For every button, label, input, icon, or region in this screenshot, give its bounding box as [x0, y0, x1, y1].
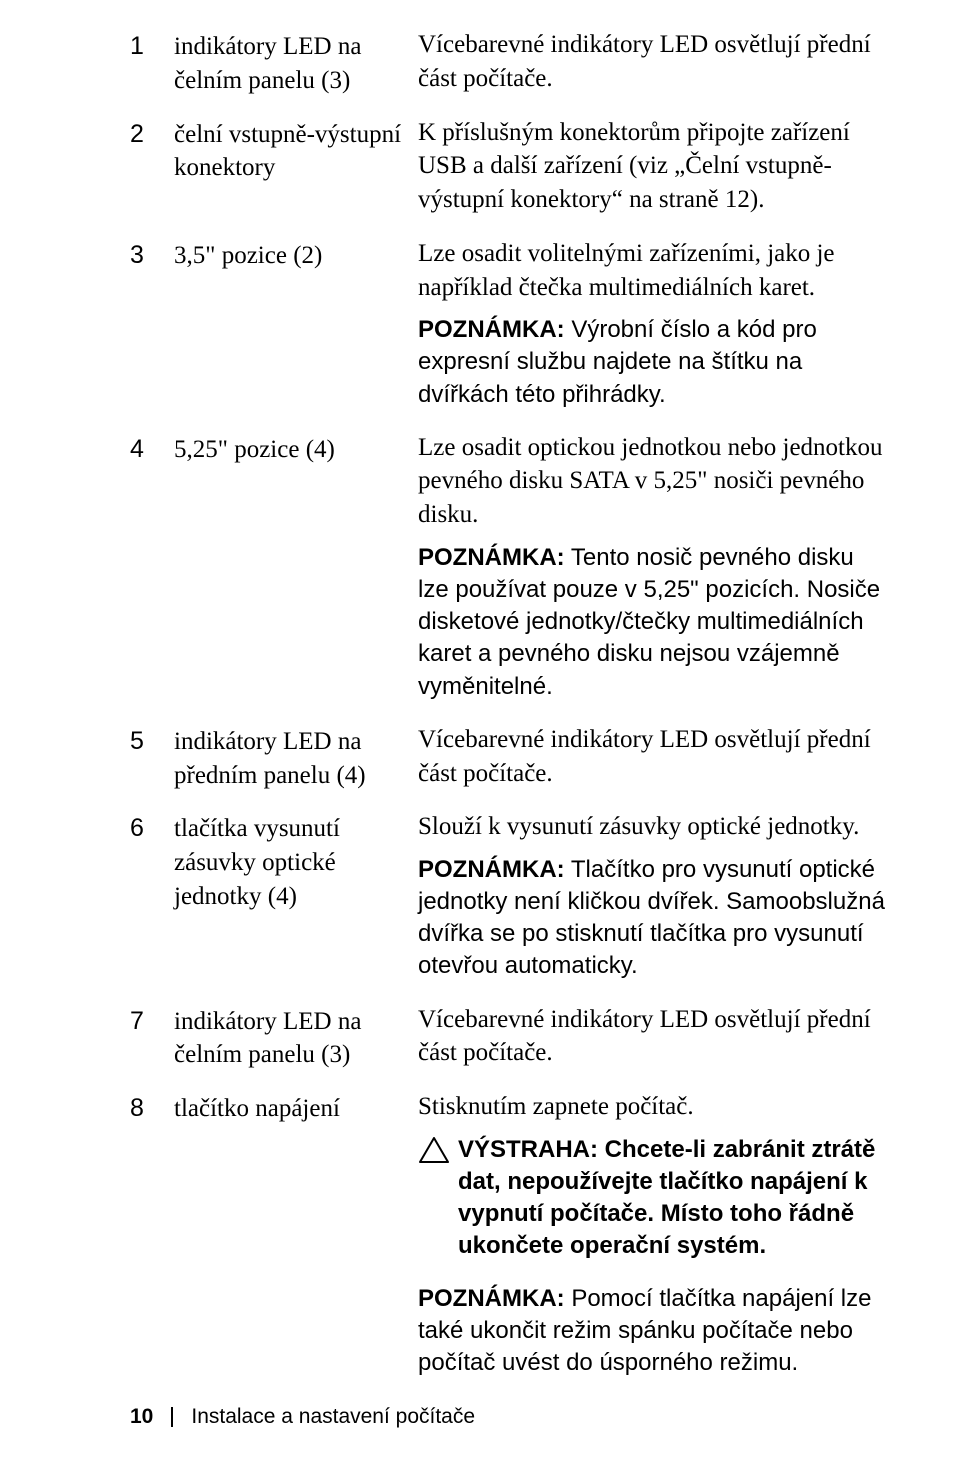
footer-separator-icon [171, 1407, 173, 1427]
page-number: 10 [130, 1405, 153, 1429]
row-description: Slouží k vysunutí zásuvky optické jednot… [418, 810, 890, 992]
page: 1indikátory LED na čelním panelu (3)Více… [0, 0, 960, 1475]
definition-row: 33,5" pozice (2)Lze osadit volitelnými z… [130, 237, 890, 421]
warning-text: VÝSTRAHA: Chcete-li zabránit ztrátě dat,… [458, 1134, 890, 1263]
definition-row: 7indikátory LED na čelním panelu (3)Více… [130, 1003, 890, 1081]
definition-row: 8tlačítko napájeníStisknutím zapnete poč… [130, 1090, 890, 1389]
definition-row: 5indikátory LED na předním panelu (4)Víc… [130, 723, 890, 801]
row-label: indikátory LED na předním panelu (4) [174, 723, 418, 793]
definition-list: 1indikátory LED na čelním panelu (3)Více… [130, 28, 890, 1389]
definition-row: 1indikátory LED na čelním panelu (3)Více… [130, 28, 890, 106]
row-number: 3 [130, 237, 174, 273]
row-label: čelní vstupně-výstupní konektory [174, 116, 418, 186]
row-description: Lze osadit optickou jednotkou nebo jedno… [418, 431, 890, 713]
section-title: Instalace a nastavení počítače [191, 1405, 475, 1429]
row-number: 2 [130, 116, 174, 152]
description-text: Lze osadit volitelnými zařízeními, jako … [418, 237, 890, 305]
definition-row: 2čelní vstupně-výstupní konektoryK přísl… [130, 116, 890, 227]
row-description: Vícebarevné indikátory LED osvětlují pře… [418, 723, 890, 801]
row-number: 6 [130, 810, 174, 846]
row-label: 5,25" pozice (4) [174, 431, 418, 467]
description-text: Stisknutím zapnete počítač. [418, 1090, 890, 1124]
row-description: Lze osadit volitelnými zařízeními, jako … [418, 237, 890, 421]
footer: 10 Instalace a nastavení počítače [130, 1405, 475, 1429]
note-label: POZNÁMKA: [418, 316, 565, 343]
row-label: tlačítka vysunutí zásuvky optické jednot… [174, 810, 418, 913]
note-label: POZNÁMKA: [418, 856, 565, 883]
description-text: Lze osadit optickou jednotkou nebo jedno… [418, 431, 890, 532]
description-text: Vícebarevné indikátory LED osvětlují pře… [418, 723, 890, 791]
row-number: 4 [130, 431, 174, 467]
row-description: Vícebarevné indikátory LED osvětlují pře… [418, 28, 890, 106]
row-description: Stisknutím zapnete počítač. VÝSTRAHA: Chc… [418, 1090, 890, 1389]
row-label: tlačítko napájení [174, 1090, 418, 1126]
warning-label: VÝSTRAHA: [458, 1136, 605, 1163]
note: POZNÁMKA: Tlačítko pro vysunutí optické … [418, 854, 890, 983]
note-label: POZNÁMKA: [418, 1285, 565, 1312]
row-label: indikátory LED na čelním panelu (3) [174, 28, 418, 98]
definition-row: 45,25" pozice (4)Lze osadit optickou jed… [130, 431, 890, 713]
row-number: 7 [130, 1003, 174, 1039]
definition-row: 6tlačítka vysunutí zásuvky optické jedno… [130, 810, 890, 992]
note-label: POZNÁMKA: [418, 544, 565, 571]
row-number: 8 [130, 1090, 174, 1126]
warning: VÝSTRAHA: Chcete-li zabránit ztrátě dat,… [418, 1134, 890, 1273]
note: POZNÁMKA: Výrobní číslo a kód pro expres… [418, 314, 890, 410]
row-description: K příslušným konektorům připojte zařízen… [418, 116, 890, 227]
row-description: Vícebarevné indikátory LED osvětlují pře… [418, 1003, 890, 1081]
warning-triangle-icon [418, 1134, 458, 1174]
row-number: 5 [130, 723, 174, 759]
note: POZNÁMKA: Tento nosič pevného disku lze … [418, 542, 890, 703]
row-number: 1 [130, 28, 174, 64]
row-label: indikátory LED na čelním panelu (3) [174, 1003, 418, 1073]
note: POZNÁMKA: Pomocí tlačítka napájení lze t… [418, 1283, 890, 1379]
description-text: Vícebarevné indikátory LED osvětlují pře… [418, 1003, 890, 1071]
row-label: 3,5" pozice (2) [174, 237, 418, 273]
description-text: Vícebarevné indikátory LED osvětlují pře… [418, 28, 890, 96]
description-text: Slouží k vysunutí zásuvky optické jednot… [418, 810, 890, 844]
description-text: K příslušným konektorům připojte zařízen… [418, 116, 890, 217]
